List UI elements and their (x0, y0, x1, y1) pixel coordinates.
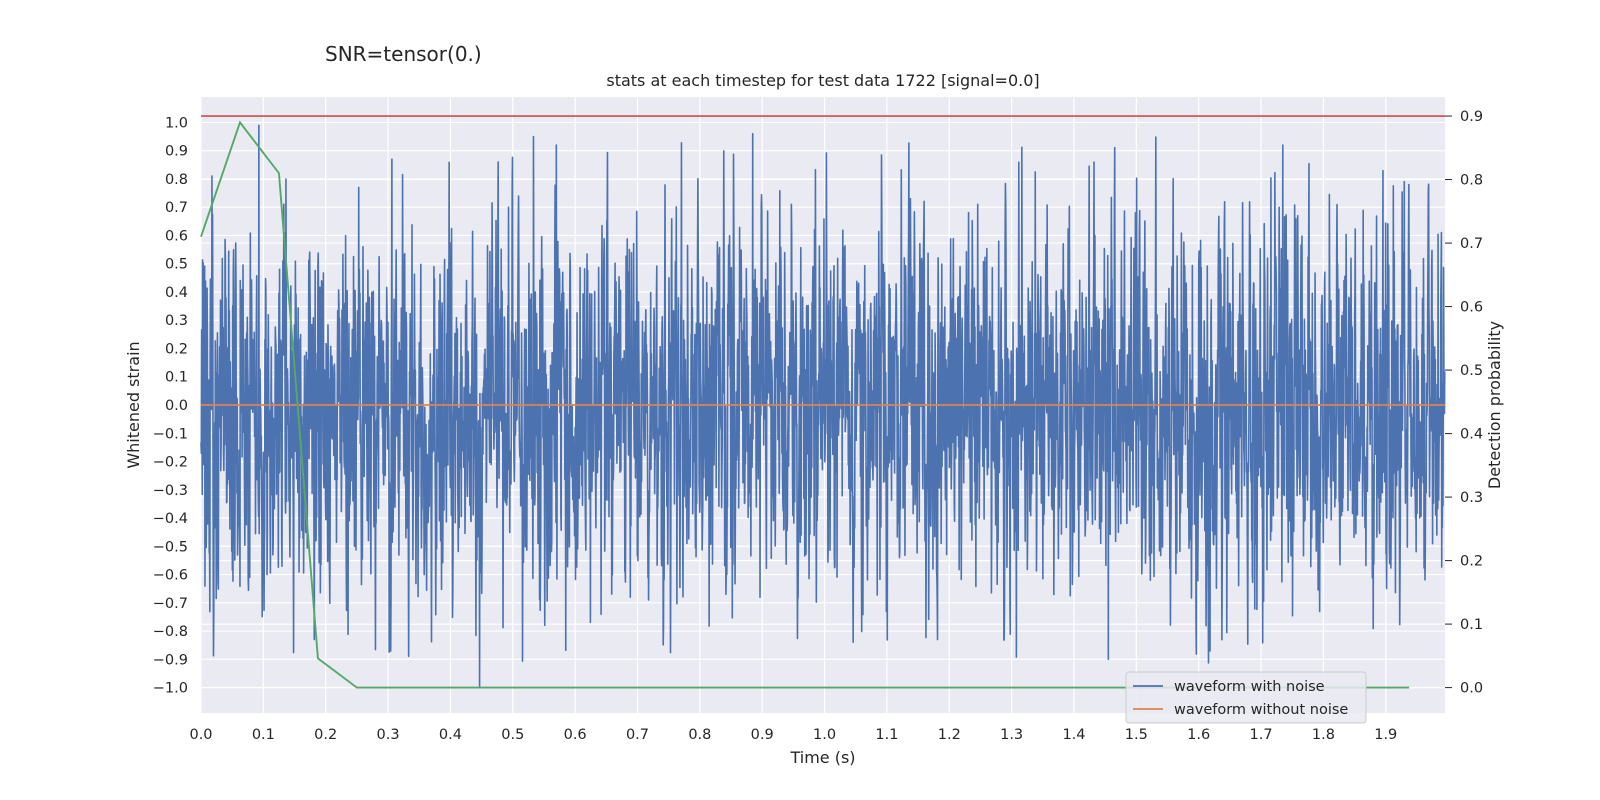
y2-tick-label: 0.8 (1460, 173, 1483, 189)
y-tick-label: −0.1 (153, 426, 188, 442)
y2-tick-label: 0.6 (1460, 300, 1483, 316)
tick-layer: 0.0 0.1 0.2 0.3 0.4 0.5 0.6 0.7 0.8 0.9 1.0 1.1 1.2 1… (153, 109, 1483, 743)
y2-tick-label: 0.5 (1460, 363, 1483, 379)
x-tick-label: 1.7 (1250, 727, 1273, 743)
x-tick-label: 0.4 (439, 727, 462, 743)
y-tick-label: −0.5 (153, 539, 188, 555)
y-axis-label: Whitened strain (124, 341, 143, 468)
y-tick-label: 0.3 (165, 313, 188, 329)
x-tick-label: 1.8 (1312, 727, 1335, 743)
y-tick-label: 1.0 (165, 115, 188, 131)
x-tick-label: 0.5 (501, 727, 524, 743)
series-waveform-with-noise (200, 124, 1446, 689)
y-tick-label: −0.2 (153, 455, 188, 471)
x-tick-label: 1.0 (813, 727, 836, 743)
y-tick-label: 0.6 (165, 228, 188, 244)
x-tick-label: 1.4 (1062, 727, 1085, 743)
legend-label-waveform-without-noise: waveform without noise (1174, 702, 1348, 718)
y-tick-label: 0.2 (165, 341, 188, 357)
chart-title: stats at each timestep for test data 172… (606, 71, 1039, 90)
x-tick-label: 1.5 (1125, 727, 1148, 743)
x-tick-label: 1.1 (875, 727, 898, 743)
x-tick-label: 0.0 (189, 727, 212, 743)
y-tick-label: 0.0 (165, 398, 188, 414)
x-tick-label: 0.6 (564, 727, 587, 743)
x-tick-label: 1.6 (1187, 727, 1210, 743)
y2-tick-label: 0.2 (1460, 554, 1483, 570)
y2-tick-label: 0.4 (1460, 427, 1483, 443)
y-tick-label: −0.6 (153, 568, 188, 584)
y-tick-label: 0.1 (165, 370, 188, 386)
x-tick-label: 1.2 (938, 727, 961, 743)
series-layer (200, 115, 1446, 689)
x-tick-label: 1.3 (1000, 727, 1023, 743)
y-tick-label: −0.3 (153, 483, 188, 499)
legend: waveform with noise waveform without noi… (1125, 671, 1367, 724)
y2-tick-label: 0.0 (1460, 681, 1483, 697)
y-tick-label: −0.9 (153, 652, 188, 668)
y-tick-label: 0.4 (165, 285, 188, 301)
y2-tick-label: 0.9 (1460, 109, 1483, 125)
y-tick-label: 0.7 (165, 200, 188, 216)
y2-axis-label: Detection probability (1485, 321, 1504, 489)
x-tick-label: 1.9 (1374, 727, 1397, 743)
y2-tick-label: 0.7 (1460, 236, 1483, 252)
x-tick-label: 0.2 (314, 727, 337, 743)
x-tick-label: 0.3 (377, 727, 400, 743)
y2-tick-label: 0.1 (1460, 617, 1483, 633)
x-tick-label: 0.8 (688, 727, 711, 743)
x-tick-label: 0.1 (252, 727, 275, 743)
y-tick-label: −0.4 (153, 511, 188, 527)
series-detection-probability (200, 120, 1410, 689)
legend-box (1125, 671, 1367, 724)
y2-tick-label: 0.3 (1460, 490, 1483, 506)
y-tick-label: −1.0 (153, 681, 188, 697)
y-tick-label: −0.7 (153, 596, 188, 612)
suptitle: SNR=tensor(0.) (325, 42, 482, 66)
y-tick-label: −0.8 (153, 624, 188, 640)
y-tick-label: 0.8 (165, 172, 188, 188)
x-axis-label: Time (s) (789, 748, 855, 767)
x-tick-label: 0.9 (751, 727, 774, 743)
x-tick-label: 0.7 (626, 727, 649, 743)
y-tick-label: 0.5 (165, 257, 188, 273)
y-tick-label: 0.9 (165, 144, 188, 160)
legend-label-waveform-with-noise: waveform with noise (1174, 679, 1325, 695)
